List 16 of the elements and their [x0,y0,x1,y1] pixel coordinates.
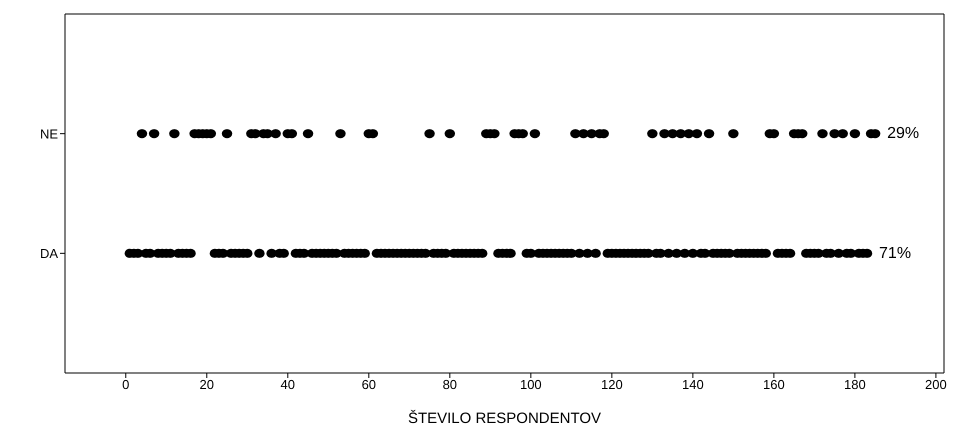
x-tick-label: 120 [600,377,623,392]
series-label: 29% [887,125,920,142]
x-tick-label: 0 [122,377,130,392]
x-axis-title: ŠTEVILO RESPONDENTOV [408,409,602,425]
x-tick-label: 60 [362,377,376,392]
x-tick-label: 40 [280,377,296,392]
x-tick-label: 80 [442,377,458,392]
x-tick-label: 100 [520,377,542,392]
y-tick-label: NE [40,126,58,142]
x-tick-label: 140 [682,377,704,392]
x-tick-label: 160 [763,377,785,392]
series-label: 71% [879,244,912,262]
x-tick-label: 200 [925,377,947,392]
x-tick-label: 180 [844,377,866,392]
x-tick-label: 20 [200,377,214,392]
y-tick-label: DA [40,246,58,261]
